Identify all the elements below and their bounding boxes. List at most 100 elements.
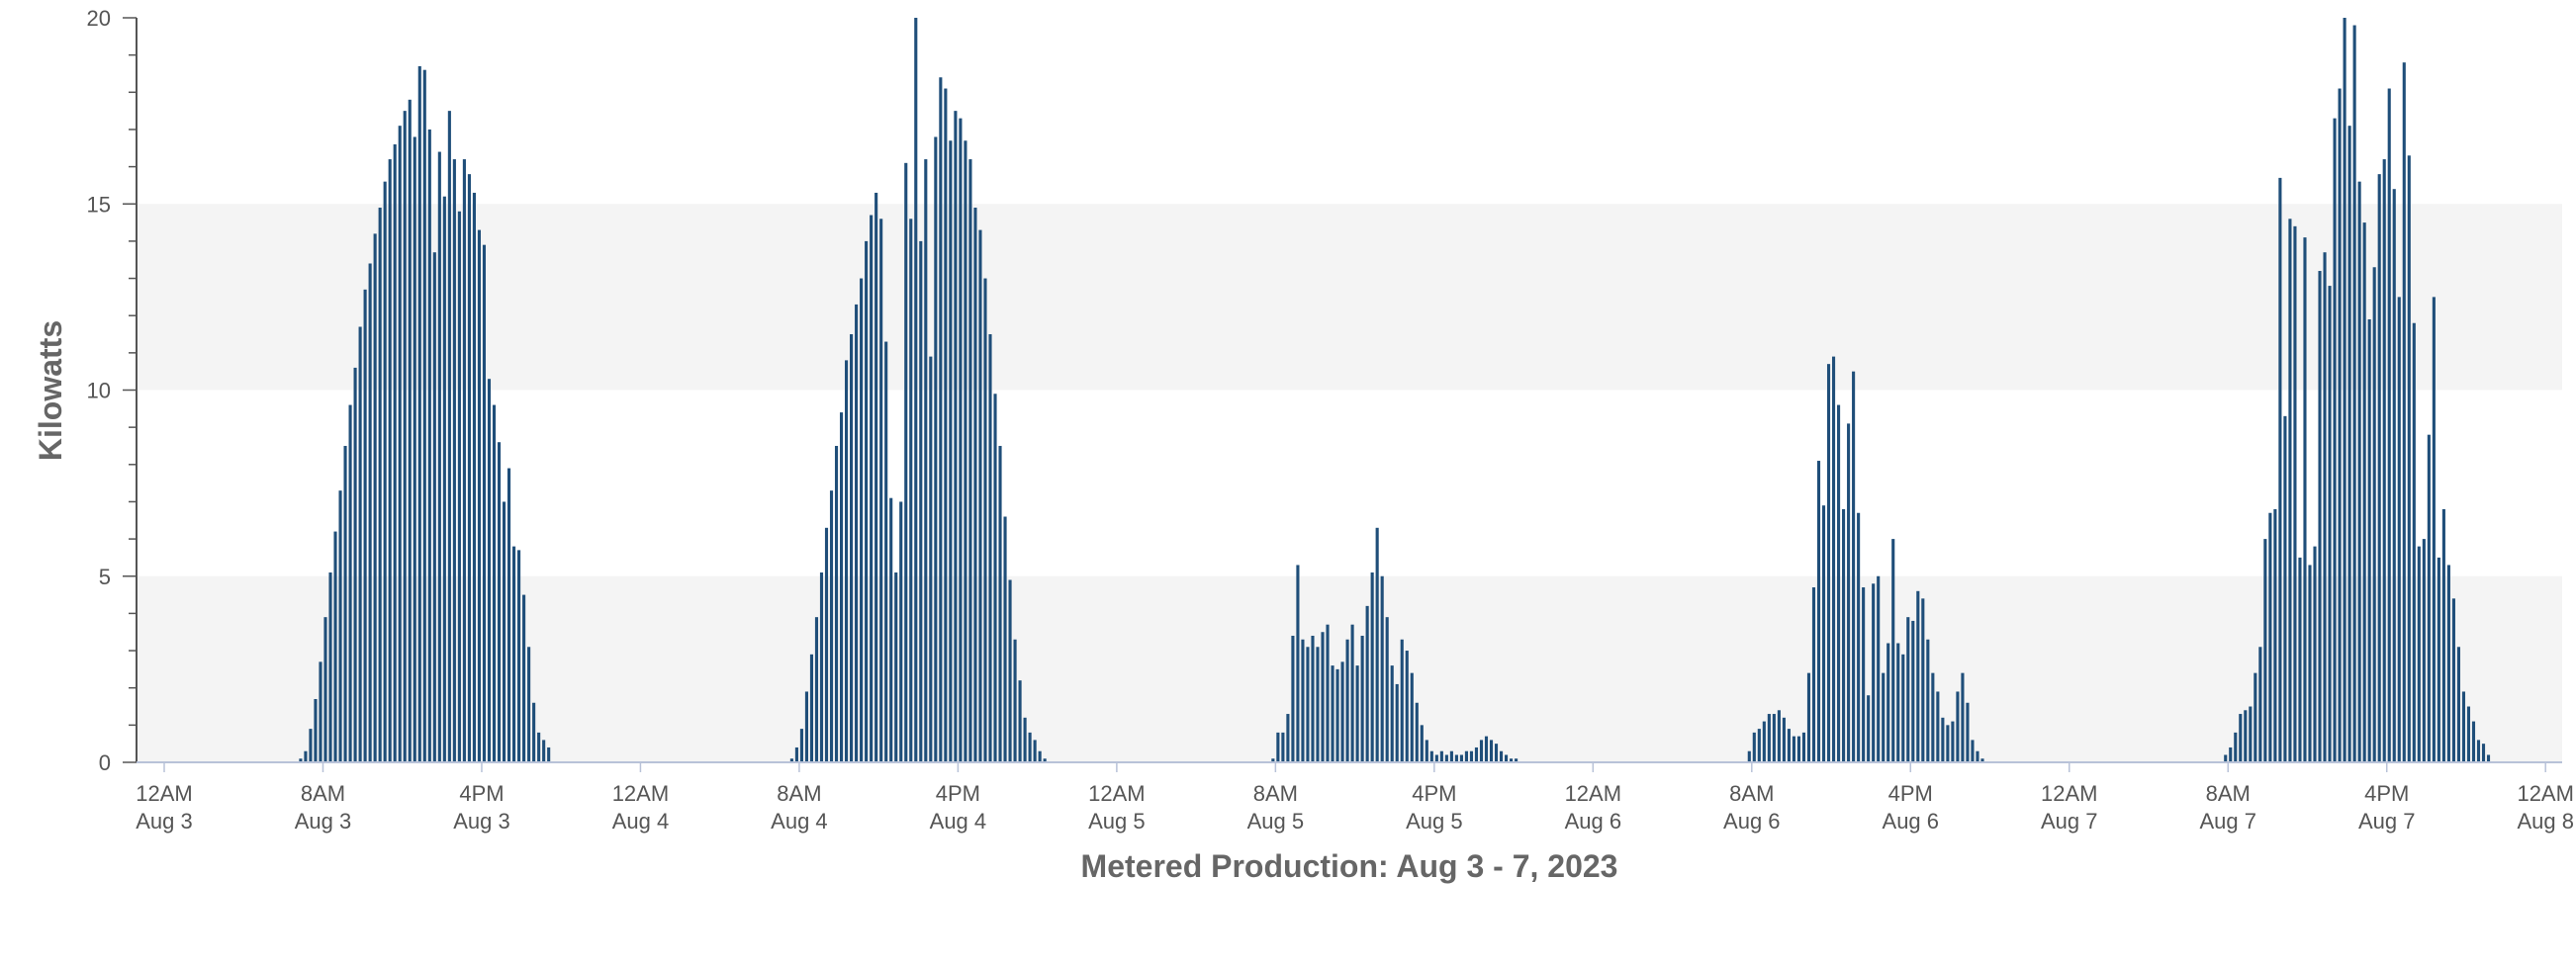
bar <box>1872 583 1876 762</box>
bar <box>2239 714 2243 762</box>
x-tick-time: 8AM <box>1253 781 1298 806</box>
bar <box>388 159 392 762</box>
bar <box>2328 286 2332 762</box>
bar <box>1941 717 1945 762</box>
bar <box>899 501 903 762</box>
bar <box>2481 744 2486 762</box>
bar <box>1454 754 1458 762</box>
bar <box>2308 565 2312 762</box>
bar <box>403 111 407 763</box>
x-tick-date: Aug 7 <box>2199 809 2256 834</box>
bar <box>1370 571 1374 762</box>
x-tick-date: Aug 4 <box>612 809 670 834</box>
bar <box>1821 505 1826 762</box>
bar <box>1291 635 1295 762</box>
bar <box>1003 516 1007 762</box>
bar <box>427 129 431 762</box>
bar <box>973 208 977 762</box>
bar <box>2288 219 2292 762</box>
x-tick-time: 8AM <box>1729 781 1774 806</box>
bar <box>1335 668 1339 763</box>
bar <box>2432 297 2436 763</box>
bar <box>2263 539 2267 762</box>
bar <box>2343 18 2346 762</box>
x-tick-time: 4PM <box>459 781 504 806</box>
bar <box>1484 736 1489 762</box>
bar <box>378 208 382 762</box>
bar <box>904 162 908 762</box>
bar <box>527 647 531 762</box>
bar <box>1469 750 1474 762</box>
bar <box>2318 271 2322 762</box>
bar <box>319 661 322 762</box>
bar <box>1489 740 1494 762</box>
bar <box>949 140 953 762</box>
x-tick-date: Aug 3 <box>295 809 352 834</box>
bar <box>314 699 318 762</box>
bar <box>1281 732 1285 762</box>
bar <box>1425 740 1428 762</box>
x-tick-time: 4PM <box>2364 781 2409 806</box>
x-tick-date: Aug 7 <box>2358 809 2416 834</box>
bar <box>1847 423 1851 762</box>
x-tick-date: Aug 6 <box>1723 809 1781 834</box>
bar <box>1867 695 1871 762</box>
bar <box>1321 632 1325 762</box>
bar <box>1877 575 1881 762</box>
bar <box>1345 639 1349 762</box>
x-tick-date: Aug 8 <box>2517 809 2574 834</box>
x-tick-date: Aug 5 <box>1247 809 1305 834</box>
bar <box>447 111 451 763</box>
bar <box>1033 740 1037 762</box>
bar <box>1926 639 1930 762</box>
bar <box>1911 620 1915 762</box>
bar <box>373 233 377 762</box>
y-tick-label: 20 <box>87 6 111 31</box>
x-tick-time: 4PM <box>1412 781 1456 806</box>
bar <box>2258 647 2262 762</box>
x-tick-time: 12AM <box>1565 781 1621 806</box>
bar <box>1340 661 1344 762</box>
bar <box>919 240 923 762</box>
bar <box>809 654 814 762</box>
bar <box>1966 702 1970 762</box>
bar <box>1792 736 1795 762</box>
bar <box>839 412 844 762</box>
bar <box>1286 714 1290 762</box>
bar <box>1008 579 1012 762</box>
x-tick-date: Aug 5 <box>1406 809 1463 834</box>
bar <box>1360 635 1364 762</box>
x-tick-time: 8AM <box>301 781 345 806</box>
bar <box>323 617 327 762</box>
grid-band <box>137 575 2562 762</box>
bar <box>1301 639 1305 762</box>
bar <box>2397 297 2401 763</box>
bar <box>889 497 893 762</box>
x-ticks: 12AM Aug 3 8AM Aug 3 4PM Aug 3 12AM Aug 4 8AM Aug… <box>136 762 2574 834</box>
bar <box>299 758 303 762</box>
bar <box>934 136 938 763</box>
bar <box>1956 691 1960 762</box>
bar <box>993 394 997 762</box>
bar <box>1439 750 1443 762</box>
bar <box>1326 624 1330 762</box>
bar <box>353 367 357 762</box>
bar <box>393 144 397 762</box>
bar <box>1936 691 1940 762</box>
x-tick-date: Aug 4 <box>930 809 987 834</box>
bar <box>2254 672 2257 762</box>
bar <box>1882 672 1886 762</box>
bar <box>2352 25 2356 762</box>
bar <box>1980 758 1984 762</box>
bar <box>845 360 849 762</box>
bar <box>1762 721 1766 762</box>
bar <box>1043 758 1047 762</box>
bar <box>2402 62 2406 763</box>
bar <box>2338 88 2342 762</box>
bar <box>2249 706 2253 762</box>
x-tick-date: Aug 7 <box>2041 809 2098 834</box>
y-tick-label: 5 <box>99 565 111 589</box>
bar <box>2471 721 2476 762</box>
bar <box>860 278 864 762</box>
